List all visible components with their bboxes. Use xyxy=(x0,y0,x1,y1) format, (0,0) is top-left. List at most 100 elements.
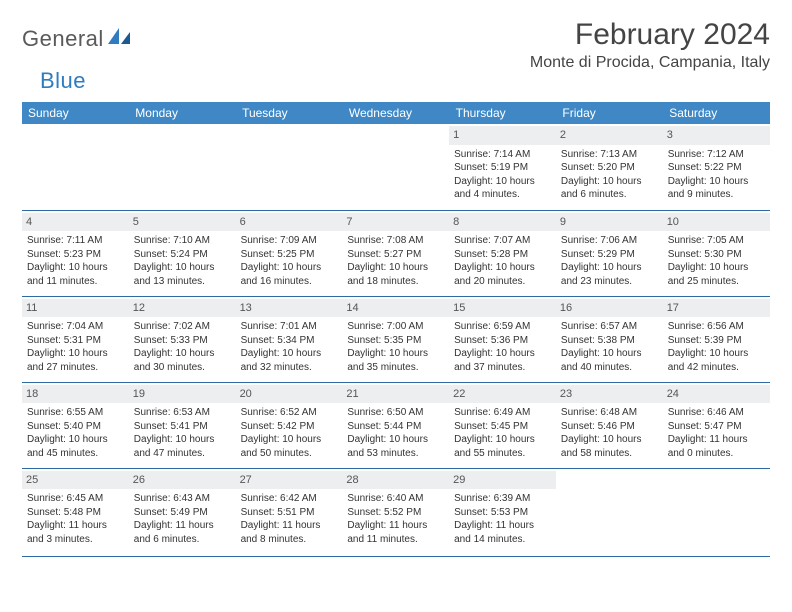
calendar-cell: 25Sunrise: 6:45 AMSunset: 5:48 PMDayligh… xyxy=(22,468,129,556)
dh-mon: Monday xyxy=(129,102,236,124)
calendar-cell: 23Sunrise: 6:48 AMSunset: 5:46 PMDayligh… xyxy=(556,382,663,468)
sunrise-line: Sunrise: 6:50 AM xyxy=(347,406,444,420)
sunset-line: Sunset: 5:40 PM xyxy=(27,420,124,434)
calendar-cell: 17Sunrise: 6:56 AMSunset: 5:39 PMDayligh… xyxy=(663,296,770,382)
day-number: 10 xyxy=(663,213,770,232)
sunrise-line: Sunrise: 6:46 AM xyxy=(668,406,765,420)
daylight-line: Daylight: 11 hours and 0 minutes. xyxy=(668,433,765,460)
day-number: 9 xyxy=(556,213,663,232)
day-details: Sunrise: 6:50 AMSunset: 5:44 PMDaylight:… xyxy=(347,406,444,460)
day-details: Sunrise: 7:12 AMSunset: 5:22 PMDaylight:… xyxy=(668,148,765,202)
day-number: 4 xyxy=(22,213,129,232)
daylight-line: Daylight: 10 hours and 55 minutes. xyxy=(454,433,551,460)
sunset-line: Sunset: 5:36 PM xyxy=(454,334,551,348)
day-details: Sunrise: 6:59 AMSunset: 5:36 PMDaylight:… xyxy=(454,320,551,374)
sunrise-line: Sunrise: 7:09 AM xyxy=(241,234,338,248)
day-number: 29 xyxy=(449,471,556,490)
calendar-cell: 13Sunrise: 7:01 AMSunset: 5:34 PMDayligh… xyxy=(236,296,343,382)
sunrise-line: Sunrise: 6:53 AM xyxy=(134,406,231,420)
calendar-cell: 3Sunrise: 7:12 AMSunset: 5:22 PMDaylight… xyxy=(663,124,770,210)
day-number: 7 xyxy=(342,213,449,232)
brand-logo: General xyxy=(22,18,132,52)
calendar-cell: 18Sunrise: 6:55 AMSunset: 5:40 PMDayligh… xyxy=(22,382,129,468)
dh-fri: Friday xyxy=(556,102,663,124)
calendar-cell: 12Sunrise: 7:02 AMSunset: 5:33 PMDayligh… xyxy=(129,296,236,382)
sunset-line: Sunset: 5:20 PM xyxy=(561,161,658,175)
dh-thu: Thursday xyxy=(449,102,556,124)
day-details: Sunrise: 6:48 AMSunset: 5:46 PMDaylight:… xyxy=(561,406,658,460)
daylight-line: Daylight: 10 hours and 9 minutes. xyxy=(668,175,765,202)
sunset-line: Sunset: 5:44 PM xyxy=(347,420,444,434)
calendar-row: 25Sunrise: 6:45 AMSunset: 5:48 PMDayligh… xyxy=(22,468,770,556)
daylight-line: Daylight: 10 hours and 11 minutes. xyxy=(27,261,124,288)
daylight-line: Daylight: 10 hours and 42 minutes. xyxy=(668,347,765,374)
daylight-line: Daylight: 11 hours and 8 minutes. xyxy=(241,519,338,546)
day-details: Sunrise: 6:57 AMSunset: 5:38 PMDaylight:… xyxy=(561,320,658,374)
calendar-cell: 5 Sunrise: 7:10 AMSunset: 5:24 PMDaylight… xyxy=(129,210,236,296)
dh-sun: Sunday xyxy=(22,102,129,124)
sunset-line: Sunset: 5:52 PM xyxy=(347,506,444,520)
sunset-line: Sunset: 5:24 PM xyxy=(134,248,231,262)
day-number: 25 xyxy=(22,471,129,490)
sunset-line: Sunset: 5:30 PM xyxy=(668,248,765,262)
day-number: 14 xyxy=(342,299,449,318)
day-number: 8 xyxy=(449,213,556,232)
day-details: Sunrise: 7:02 AMSunset: 5:33 PMDaylight:… xyxy=(134,320,231,374)
sunrise-line: Sunrise: 7:06 AM xyxy=(561,234,658,248)
calendar-cell: 27Sunrise: 6:42 AMSunset: 5:51 PMDayligh… xyxy=(236,468,343,556)
calendar-row: 11Sunrise: 7:04 AMSunset: 5:31 PMDayligh… xyxy=(22,296,770,382)
calendar-cell: 9Sunrise: 7:06 AMSunset: 5:29 PMDaylight… xyxy=(556,210,663,296)
calendar-cell: 21Sunrise: 6:50 AMSunset: 5:44 PMDayligh… xyxy=(342,382,449,468)
sunrise-line: Sunrise: 6:42 AM xyxy=(241,492,338,506)
sunset-line: Sunset: 5:25 PM xyxy=(241,248,338,262)
daylight-line: Daylight: 10 hours and 4 minutes. xyxy=(454,175,551,202)
calendar-row: 4Sunrise: 7:11 AMSunset: 5:23 PMDaylight… xyxy=(22,210,770,296)
daylight-line: Daylight: 10 hours and 23 minutes. xyxy=(561,261,658,288)
calendar-row: 1Sunrise: 7:14 AMSunset: 5:19 PMDaylight… xyxy=(22,124,770,210)
daylight-line: Daylight: 11 hours and 3 minutes. xyxy=(27,519,124,546)
daylight-line: Daylight: 11 hours and 6 minutes. xyxy=(134,519,231,546)
sunrise-line: Sunrise: 7:13 AM xyxy=(561,148,658,162)
sunset-line: Sunset: 5:42 PM xyxy=(241,420,338,434)
day-number: 6 xyxy=(236,213,343,232)
sunset-line: Sunset: 5:51 PM xyxy=(241,506,338,520)
sunrise-line: Sunrise: 7:04 AM xyxy=(27,320,124,334)
calendar-cell: 20Sunrise: 6:52 AMSunset: 5:42 PMDayligh… xyxy=(236,382,343,468)
sail-icon xyxy=(108,28,130,51)
day-details: Sunrise: 6:55 AMSunset: 5:40 PMDaylight:… xyxy=(27,406,124,460)
day-details: Sunrise: 7:04 AMSunset: 5:31 PMDaylight:… xyxy=(27,320,124,374)
daylight-line: Daylight: 10 hours and 30 minutes. xyxy=(134,347,231,374)
sunset-line: Sunset: 5:19 PM xyxy=(454,161,551,175)
day-details: Sunrise: 7:01 AMSunset: 5:34 PMDaylight:… xyxy=(241,320,338,374)
sunrise-line: Sunrise: 7:12 AM xyxy=(668,148,765,162)
sunset-line: Sunset: 5:23 PM xyxy=(27,248,124,262)
day-number: 26 xyxy=(129,471,236,490)
day-header-row: Sunday Monday Tuesday Wednesday Thursday… xyxy=(22,102,770,124)
daylight-line: Daylight: 10 hours and 16 minutes. xyxy=(241,261,338,288)
sunset-line: Sunset: 5:35 PM xyxy=(347,334,444,348)
sunrise-line: Sunrise: 6:59 AM xyxy=(454,320,551,334)
day-number: 28 xyxy=(342,471,449,490)
title-block: February 2024 Monte di Procida, Campania… xyxy=(530,18,770,72)
calendar-cell xyxy=(236,124,343,210)
calendar-cell: 4 Sunrise: 7:11 AMSunset: 5:23 PMDaylight… xyxy=(22,210,129,296)
day-number: 5 xyxy=(129,213,236,232)
sunrise-line: Sunrise: 6:55 AM xyxy=(27,406,124,420)
day-number: 20 xyxy=(236,385,343,404)
sunrise-line: Sunrise: 7:11 AM xyxy=(27,234,124,248)
calendar-cell: 7Sunrise: 7:08 AMSunset: 5:27 PMDaylight… xyxy=(342,210,449,296)
daylight-line: Daylight: 10 hours and 6 minutes. xyxy=(561,175,658,202)
dh-sat: Saturday xyxy=(663,102,770,124)
calendar-cell: 2Sunrise: 7:13 AMSunset: 5:20 PMDaylight… xyxy=(556,124,663,210)
day-details: Sunrise: 7:09 AMSunset: 5:25 PMDaylight:… xyxy=(241,234,338,288)
sunrise-line: Sunrise: 6:45 AM xyxy=(27,492,124,506)
day-details: Sunrise: 7:10 AMSunset: 5:24 PMDaylight:… xyxy=(134,234,231,288)
sunrise-line: Sunrise: 7:10 AM xyxy=(134,234,231,248)
daylight-line: Daylight: 10 hours and 58 minutes. xyxy=(561,433,658,460)
sunset-line: Sunset: 5:33 PM xyxy=(134,334,231,348)
sunset-line: Sunset: 5:22 PM xyxy=(668,161,765,175)
sunrise-line: Sunrise: 6:49 AM xyxy=(454,406,551,420)
day-details: Sunrise: 6:43 AMSunset: 5:49 PMDaylight:… xyxy=(134,492,231,546)
sunrise-line: Sunrise: 7:01 AM xyxy=(241,320,338,334)
day-number: 1 xyxy=(449,126,556,145)
